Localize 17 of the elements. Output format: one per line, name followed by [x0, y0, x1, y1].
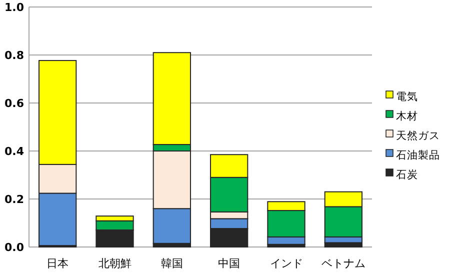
y-tick-label: 0.2	[4, 193, 24, 206]
y-tick-label: 0.4	[4, 145, 24, 158]
legend-label: 電気	[396, 91, 418, 103]
x-tick-label: 北朝鮮	[98, 257, 132, 270]
x-tick-label: ベトナム	[321, 257, 366, 270]
legend-label: 天然ガス	[396, 130, 440, 142]
y-tick-label: 0.6	[4, 97, 24, 110]
x-tick-label: インド	[270, 257, 303, 270]
y-tick-label: 1.0	[4, 1, 24, 14]
x-tick-label: 中国	[218, 257, 240, 270]
x-tick-label: 日本	[46, 257, 69, 270]
x-tick-label: 韓国	[160, 257, 183, 270]
y-tick-label: 0.0	[4, 241, 24, 254]
legend-label: 石炭	[396, 168, 418, 181]
legend-label: 石油製品	[396, 148, 440, 162]
y-tick-label: 0.8	[4, 49, 24, 62]
legend-label: 木材	[396, 110, 418, 122]
